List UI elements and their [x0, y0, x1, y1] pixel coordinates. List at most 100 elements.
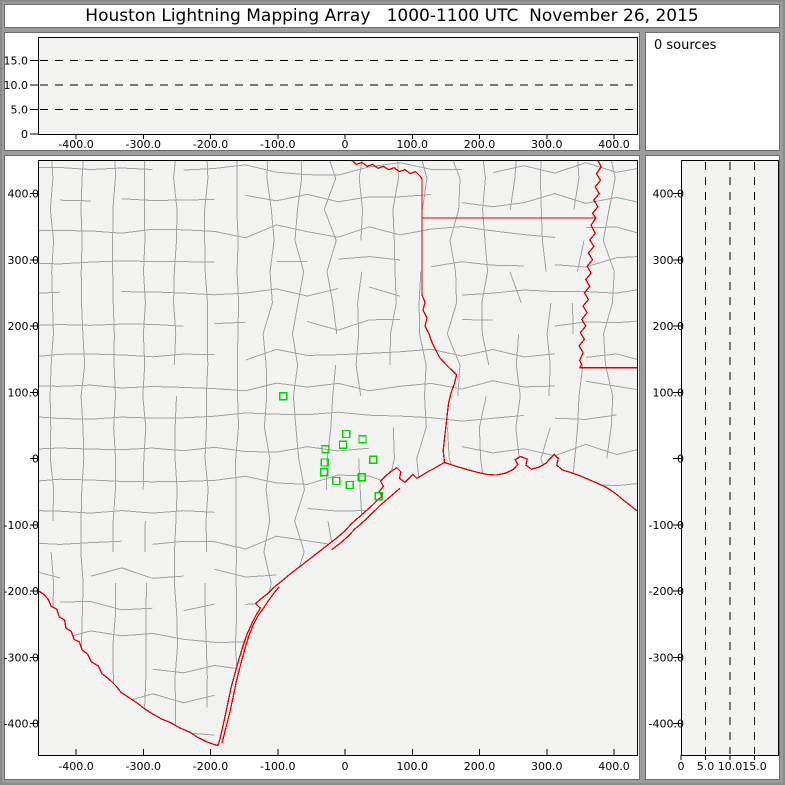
- county-boundary: [144, 520, 146, 552]
- county-boundary: [183, 603, 215, 612]
- station-marker: [320, 468, 329, 477]
- tick-label: -300.0: [126, 138, 161, 151]
- tick-label: 400.0: [598, 760, 630, 773]
- tick-label: 5.0: [697, 760, 715, 773]
- tick-label: 200.0: [464, 138, 496, 151]
- county-boundary: [291, 160, 306, 646]
- county-boundary: [38, 224, 555, 239]
- tick-label: 100.0: [8, 386, 40, 399]
- tick-label: -400.0: [649, 718, 684, 731]
- county-boundary: [509, 160, 518, 210]
- stations: [278, 391, 383, 501]
- tick-label: 100.0: [397, 138, 429, 151]
- county-boundary: [461, 193, 637, 208]
- station-marker: [369, 455, 378, 464]
- county-boundary: [214, 568, 277, 578]
- county-boundary: [585, 380, 637, 392]
- county-boundary: [142, 160, 147, 490]
- county-boundary: [38, 446, 370, 453]
- title-bar: Houston Lightning Mapping Array 1000-110…: [4, 4, 780, 28]
- plot-area: [681, 160, 779, 756]
- barrier-island: [331, 487, 401, 551]
- map-plot[interactable]: 400.0 300.0 200.0 100.0 0 -100.0 -200.0 -300.0 -…: [4, 155, 640, 780]
- county-boundary: [554, 255, 637, 268]
- tick-label: 300.0: [531, 760, 563, 773]
- plot-area: [38, 37, 638, 135]
- county-boundary: [49, 160, 55, 521]
- county-boundary: [355, 271, 363, 397]
- tick-label: 400.0: [598, 138, 630, 151]
- tick-label: 200.0: [653, 320, 685, 333]
- county-boundary: [59, 601, 153, 611]
- tick-label: 10.0: [4, 79, 28, 92]
- county-boundary: [572, 302, 574, 334]
- county-boundary: [338, 256, 401, 261]
- tick-label: -300.0: [4, 651, 39, 664]
- county-boundary: [38, 569, 61, 579]
- tick-label: -400.0: [58, 760, 93, 773]
- county-boundary: [461, 287, 637, 296]
- tick-label: -400.0: [4, 718, 39, 731]
- county-boundary: [59, 199, 91, 202]
- plot-area: [38, 160, 638, 756]
- tick-label: -200.0: [193, 760, 228, 773]
- tick-label: 0: [677, 453, 684, 466]
- mississippi-river-border: [578, 160, 602, 369]
- county-boundary: [573, 160, 580, 210]
- county-boundary: [234, 160, 240, 677]
- tick-label: 100.0: [653, 386, 685, 399]
- county-boundary: [307, 319, 401, 331]
- station-marker: [278, 391, 288, 401]
- county-boundary: [554, 320, 637, 327]
- tick-label: -200.0: [193, 138, 228, 151]
- sources-panel: 0 sources: [645, 32, 780, 151]
- county-boundary: [431, 261, 524, 268]
- tick-label: 200.0: [464, 760, 496, 773]
- tick-label: 5.0: [11, 104, 29, 117]
- county-boundary: [369, 286, 401, 297]
- tick-label: 0: [342, 760, 349, 773]
- tick-label: -400.0: [58, 138, 93, 151]
- altitude-ns-plot[interactable]: 400.0 300.0 200.0 100.0 0 -100.0 -200.0 -300.0 -…: [645, 155, 780, 780]
- county-boundary: [112, 160, 117, 552]
- tick-label: 300.0: [531, 138, 563, 151]
- county-boundary: [173, 160, 178, 366]
- county-boundary: [38, 323, 184, 327]
- county-boundary: [38, 380, 555, 392]
- county-boundary: [38, 353, 215, 358]
- tick-label: -100.0: [649, 519, 684, 532]
- county-boundary: [121, 288, 339, 297]
- county-boundary: [214, 321, 246, 325]
- tick-label: -100.0: [260, 760, 295, 773]
- county-boundary: [38, 166, 153, 171]
- altitude-ew-plot[interactable]: 0 5.0 10.0 15.0 -400.0 -300.0 -200.0 -100.0 0 100…: [4, 32, 640, 151]
- sabine-river-border: [421, 294, 458, 463]
- sources-count-label: 0 sources: [654, 38, 717, 53]
- tick-label: -200.0: [649, 585, 684, 598]
- tick-label: -100.0: [260, 138, 295, 151]
- tick-label: 400.0: [8, 188, 40, 201]
- county-boundary: [38, 540, 122, 545]
- tick-label: -100.0: [4, 519, 39, 532]
- state-borders: [38, 160, 637, 747]
- plot-frame: [38, 160, 638, 756]
- county-boundary: [585, 353, 637, 363]
- county-boundary: [245, 193, 432, 203]
- station-marker: [374, 492, 383, 501]
- county-boundary: [38, 260, 215, 265]
- station-marker: [345, 480, 354, 490]
- station-marker: [357, 472, 366, 482]
- county-boundary: [183, 162, 463, 176]
- tick-label: 400.0: [653, 188, 685, 201]
- tick-label: -300.0: [126, 760, 161, 773]
- county-boundary: [492, 162, 637, 174]
- page-title: Houston Lightning Mapping Array 1000-110…: [85, 6, 699, 26]
- station-marker: [320, 458, 329, 467]
- county-boundary: [38, 411, 524, 422]
- tick-label: 0: [32, 453, 39, 466]
- station-marker: [338, 440, 348, 449]
- axes: [673, 162, 755, 760]
- county-boundary: [38, 291, 60, 295]
- station-marker: [321, 445, 330, 454]
- county-boundary: [509, 271, 522, 303]
